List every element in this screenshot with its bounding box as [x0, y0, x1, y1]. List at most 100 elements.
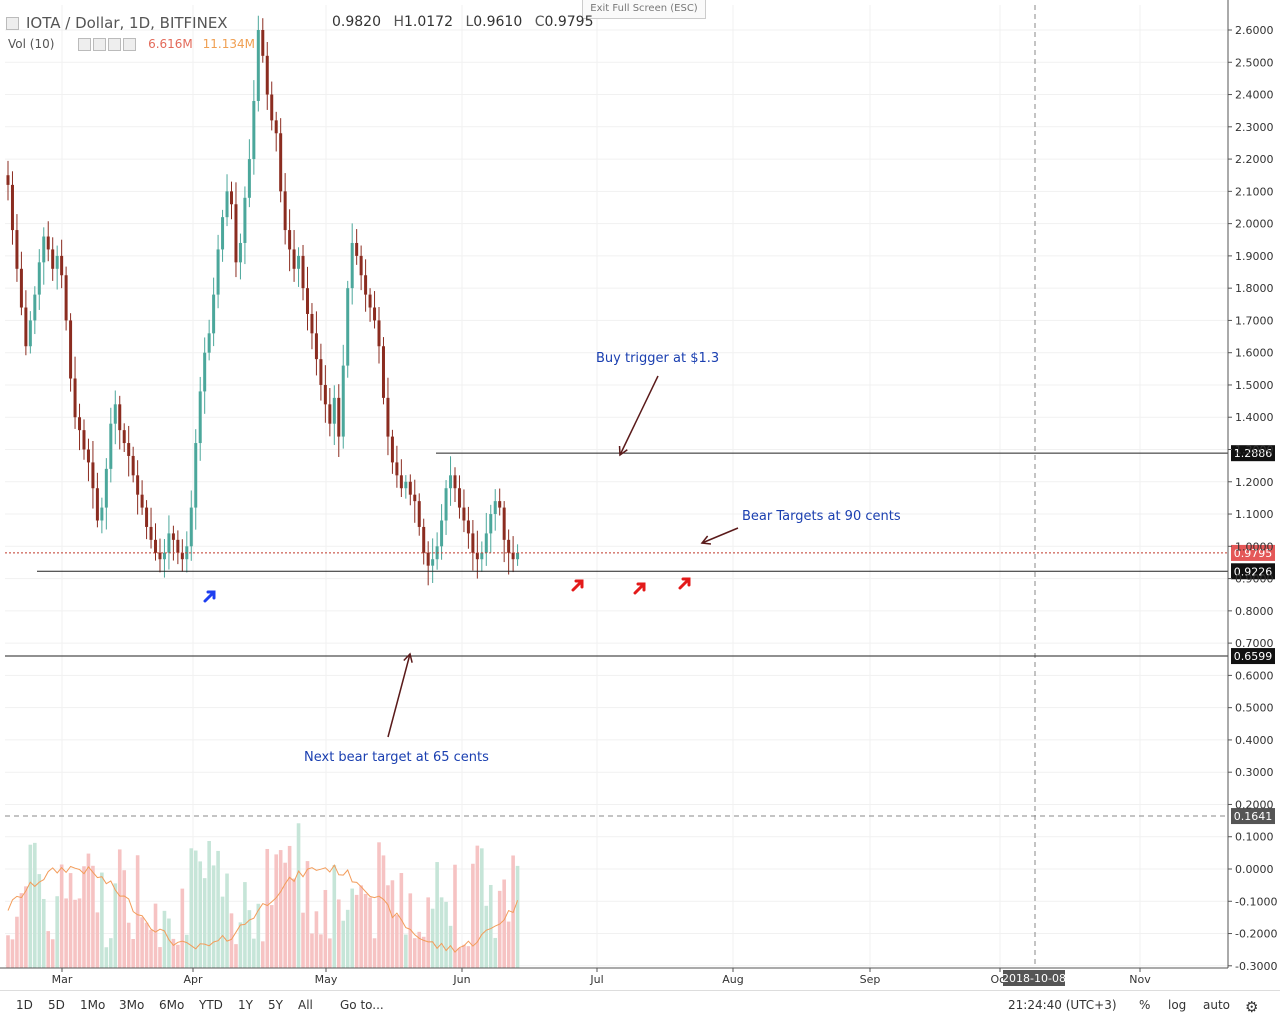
percent-toggle[interactable]: % [1139, 998, 1151, 1012]
volume-bar [220, 896, 225, 968]
volume-bar [162, 910, 167, 968]
candle-body [270, 94, 274, 121]
candle-body [140, 494, 144, 508]
y-tick-label: 0.2000 [1235, 798, 1274, 811]
vol-label: Vol (10) [8, 37, 55, 51]
range-5y[interactable]: 5Y [268, 998, 283, 1012]
x-tick-label: Sep [860, 973, 881, 986]
volume-bar [274, 854, 278, 968]
y-tick-label: 2.6000 [1235, 24, 1274, 37]
range-3mo[interactable]: 3Mo [119, 998, 145, 1012]
volume-bar [131, 939, 135, 968]
volume-bar [426, 897, 430, 968]
volume-bar [354, 894, 359, 968]
volume-bar [417, 931, 422, 968]
ohlc-open: 0.9820 [332, 14, 381, 30]
volume-bar [475, 845, 480, 968]
volume-bar [323, 889, 328, 968]
volume-bar [176, 944, 180, 968]
range-1mo[interactable]: 1Mo [80, 998, 106, 1012]
y-tick-label: 1.6000 [1235, 347, 1274, 360]
volume-bar [363, 893, 368, 968]
volume-bar [122, 870, 127, 968]
volume-bar [515, 865, 520, 968]
marker-arrow-path [203, 590, 216, 603]
candle-body [274, 120, 278, 134]
add-icon[interactable] [108, 38, 122, 51]
level-price-label: 1.2886 [1234, 447, 1273, 460]
range-all[interactable]: All [298, 998, 313, 1012]
marker-arrow-icon [633, 582, 646, 595]
candle-body [24, 307, 28, 347]
ohlc-readout: 0.9820 H1.0172 L0.9610 C0.9795 [332, 14, 594, 30]
y-tick-label: 2.5000 [1235, 56, 1274, 69]
arrowhead [700, 535, 712, 545]
candle-body [10, 184, 14, 231]
volume-bar [506, 921, 511, 968]
volume-bar [50, 939, 55, 968]
candle-body [256, 30, 260, 101]
y-tick-label: 0.4000 [1235, 734, 1274, 747]
volume-bar [336, 899, 341, 968]
range-1d[interactable]: 1D [16, 998, 33, 1012]
candle-body [19, 268, 23, 308]
goto-button[interactable]: Go to... [340, 998, 384, 1012]
x-tick-label: Jul [589, 973, 603, 986]
price-chart[interactable]: 1.2886 0.9795 0.9226 0.6599 0.1641 Buy trigg… [0, 0, 1280, 990]
volume-bar [287, 845, 292, 968]
volume-bars [6, 823, 520, 968]
range-6mo[interactable]: 6Mo [159, 998, 185, 1012]
volume-bar [341, 920, 346, 968]
close-icon[interactable] [123, 38, 137, 51]
volume-bar [488, 884, 493, 968]
candle-body [154, 539, 158, 553]
range-1y[interactable]: 1Y [238, 998, 253, 1012]
candle-body [507, 539, 511, 553]
candle-body [131, 455, 135, 476]
candle-body [413, 494, 417, 502]
collapse-icon[interactable] [6, 15, 21, 31]
candle-body [6, 175, 10, 185]
volume-bar [372, 938, 377, 968]
volume-bar [91, 865, 95, 968]
settings-icon[interactable] [78, 38, 92, 51]
x-tick-label: Apr [183, 973, 203, 986]
volume-bar [234, 944, 238, 968]
y-tick-label: 0.8000 [1235, 605, 1274, 618]
candle-body [314, 333, 318, 360]
volume-bar [216, 850, 220, 968]
gear-icon[interactable]: ⚙ [1245, 998, 1259, 1016]
annotation-arrow [387, 653, 411, 738]
candle-body [158, 552, 162, 560]
candle-body [516, 552, 520, 560]
y-tick-label: 1.5000 [1235, 379, 1274, 392]
y-tick-label: 2.0000 [1235, 218, 1274, 231]
candle-body [417, 501, 421, 527]
volume-bar [158, 947, 162, 968]
candle-body [457, 488, 461, 508]
y-axis: 2.6000 2.5000 2.4000 2.3000 2.2000 2.1000 2.00… [1227, 0, 1277, 973]
volume-bar [404, 934, 408, 968]
exit-fullscreen-button[interactable]: Exit Full Screen (ESC) [582, 0, 706, 19]
range-5d[interactable]: 5D [48, 998, 65, 1012]
range-ytd[interactable]: YTD [199, 998, 223, 1012]
y-tick-label: 2.4000 [1235, 89, 1274, 102]
volume-bar [171, 938, 176, 968]
candle-body [399, 475, 403, 489]
volume-bar [480, 848, 484, 968]
candle-body [171, 533, 175, 540]
y-tick-label: 1.8000 [1235, 282, 1274, 295]
candle-body [167, 533, 171, 553]
volume-bar [493, 937, 498, 968]
log-toggle[interactable]: log [1168, 998, 1187, 1012]
volume-bar [377, 842, 381, 968]
volume-bar [167, 918, 171, 968]
volume-bar [381, 855, 386, 968]
y-tick-label: -0.1000 [1235, 895, 1277, 908]
clock: 21:24:40 (UTC+3) [1008, 998, 1117, 1012]
candle-body [55, 255, 59, 269]
candle-body [221, 217, 225, 250]
auto-toggle[interactable]: auto [1203, 998, 1231, 1012]
settings-icon-2[interactable] [93, 38, 107, 51]
candle-body [145, 507, 149, 527]
